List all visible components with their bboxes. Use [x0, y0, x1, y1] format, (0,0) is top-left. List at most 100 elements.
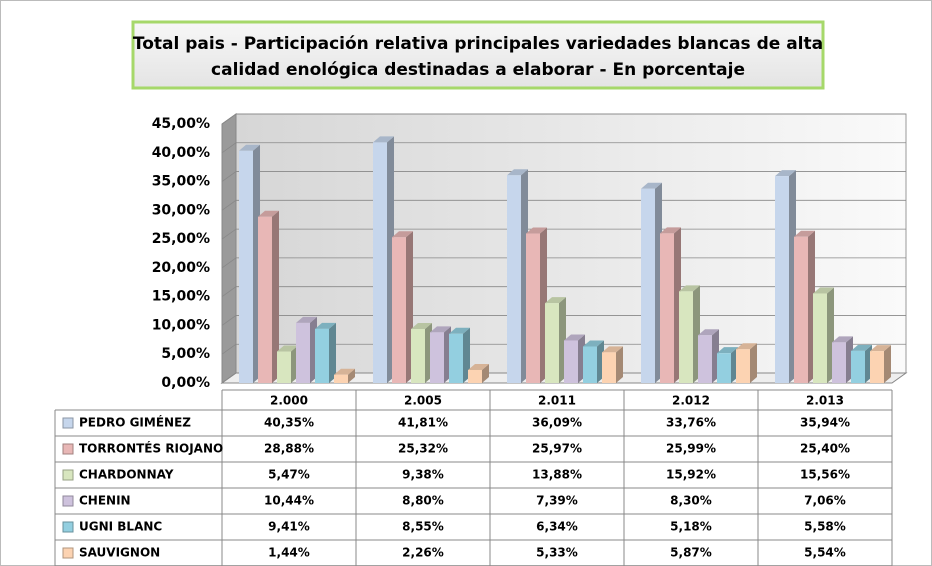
bar-top — [334, 368, 355, 375]
data-label: 8,80% — [402, 494, 444, 508]
data-label: 1,44% — [268, 546, 310, 560]
bar-top — [870, 345, 891, 352]
bar-top — [392, 231, 413, 238]
x-tick-label: 2.011 — [538, 394, 576, 408]
bar — [545, 303, 559, 383]
bar — [775, 176, 789, 383]
bar-top — [258, 210, 279, 217]
data-label: 13,88% — [532, 468, 582, 482]
bar-top — [373, 136, 394, 143]
grid-line — [221, 286, 906, 297]
bar — [832, 342, 846, 383]
bar-top — [660, 227, 681, 234]
data-label: 5,54% — [804, 546, 846, 560]
bar-top — [832, 336, 853, 343]
x-tick-label: 2.013 — [806, 394, 844, 408]
bar-top — [468, 363, 489, 370]
bar — [794, 236, 808, 383]
data-label: 5,18% — [670, 520, 712, 534]
grid-line — [221, 142, 906, 154]
bar — [507, 175, 521, 383]
y-tick-label: 45,00% — [152, 116, 210, 132]
grid-line — [221, 199, 906, 211]
bar-top — [239, 144, 260, 151]
legend-label: CHENIN — [79, 494, 131, 508]
bar-top — [315, 322, 336, 329]
legend-label: CHARDONNAY — [79, 468, 174, 482]
x-tick-label: 2.005 — [404, 394, 442, 408]
bar — [239, 150, 253, 383]
data-label: 8,30% — [670, 494, 712, 508]
data-label: 28,88% — [264, 442, 314, 456]
data-label: 10,44% — [264, 494, 314, 508]
bar — [277, 351, 291, 383]
data-label: 5,87% — [670, 546, 712, 560]
data-label: 9,38% — [402, 468, 444, 482]
data-label: 15,56% — [800, 468, 850, 482]
y-tick-label: 10,00% — [152, 317, 210, 333]
grid-line — [221, 171, 906, 182]
bar — [813, 293, 827, 383]
bar — [870, 351, 884, 383]
y-tick-label: 40,00% — [152, 145, 210, 161]
side-wall — [221, 113, 237, 384]
bar — [736, 349, 750, 383]
bar-top — [277, 345, 298, 352]
y-tick-label: 15,00% — [152, 289, 210, 305]
bar — [392, 237, 406, 383]
legend-swatch — [62, 547, 74, 559]
bar-side — [272, 210, 279, 383]
bar-top — [717, 347, 738, 354]
bar-side — [750, 343, 757, 383]
bar — [315, 328, 329, 383]
bar-top — [449, 327, 470, 334]
y-tick-label: 20,00% — [152, 260, 210, 276]
bar — [851, 350, 865, 383]
y-tick-label: 30,00% — [152, 202, 210, 218]
bar-side — [348, 368, 355, 383]
data-label: 8,55% — [402, 520, 444, 534]
grid-line — [221, 113, 906, 125]
data-label: 5,47% — [268, 468, 310, 482]
legend-swatch — [62, 443, 74, 455]
bar-side — [884, 345, 891, 383]
legend-swatch — [62, 495, 74, 507]
legend-swatch — [62, 469, 74, 481]
bar-top — [813, 287, 834, 294]
data-label: 25,99% — [666, 442, 716, 456]
data-label: 41,81% — [398, 416, 448, 430]
bar — [258, 216, 272, 383]
legend-label: TORRONTÉS RIOJANO — [79, 441, 223, 456]
bar-side — [329, 322, 336, 383]
grid-line — [221, 257, 906, 269]
bar — [468, 369, 482, 383]
y-tick-label: 25,00% — [152, 231, 210, 247]
bar-top — [526, 227, 547, 234]
title-line: Total pais - Participación relativa prin… — [133, 34, 823, 54]
bar — [296, 322, 310, 383]
bar — [583, 346, 597, 383]
bar-top — [736, 343, 757, 350]
bar — [430, 332, 444, 383]
x-tick-label: 2.012 — [672, 394, 710, 408]
data-label: 33,76% — [666, 416, 716, 430]
data-label: 25,40% — [800, 442, 850, 456]
bar-top — [583, 340, 604, 347]
data-label: 7,06% — [804, 494, 846, 508]
bar-top — [641, 182, 662, 189]
chart-title: Total pais - Participación relativa prin… — [133, 34, 823, 80]
bar-top — [698, 329, 719, 336]
bar — [373, 142, 387, 383]
bar-top — [507, 169, 528, 176]
bar — [334, 374, 348, 383]
data-label: 40,35% — [264, 416, 314, 430]
bar — [660, 233, 674, 383]
legend-label: PEDRO GIMÉNEZ — [79, 415, 191, 430]
bar — [602, 352, 616, 383]
bar — [679, 291, 693, 383]
bar-top — [794, 230, 815, 237]
data-label: 2,26% — [402, 546, 444, 560]
legend-swatch — [62, 521, 74, 533]
data-label: 35,94% — [800, 416, 850, 430]
